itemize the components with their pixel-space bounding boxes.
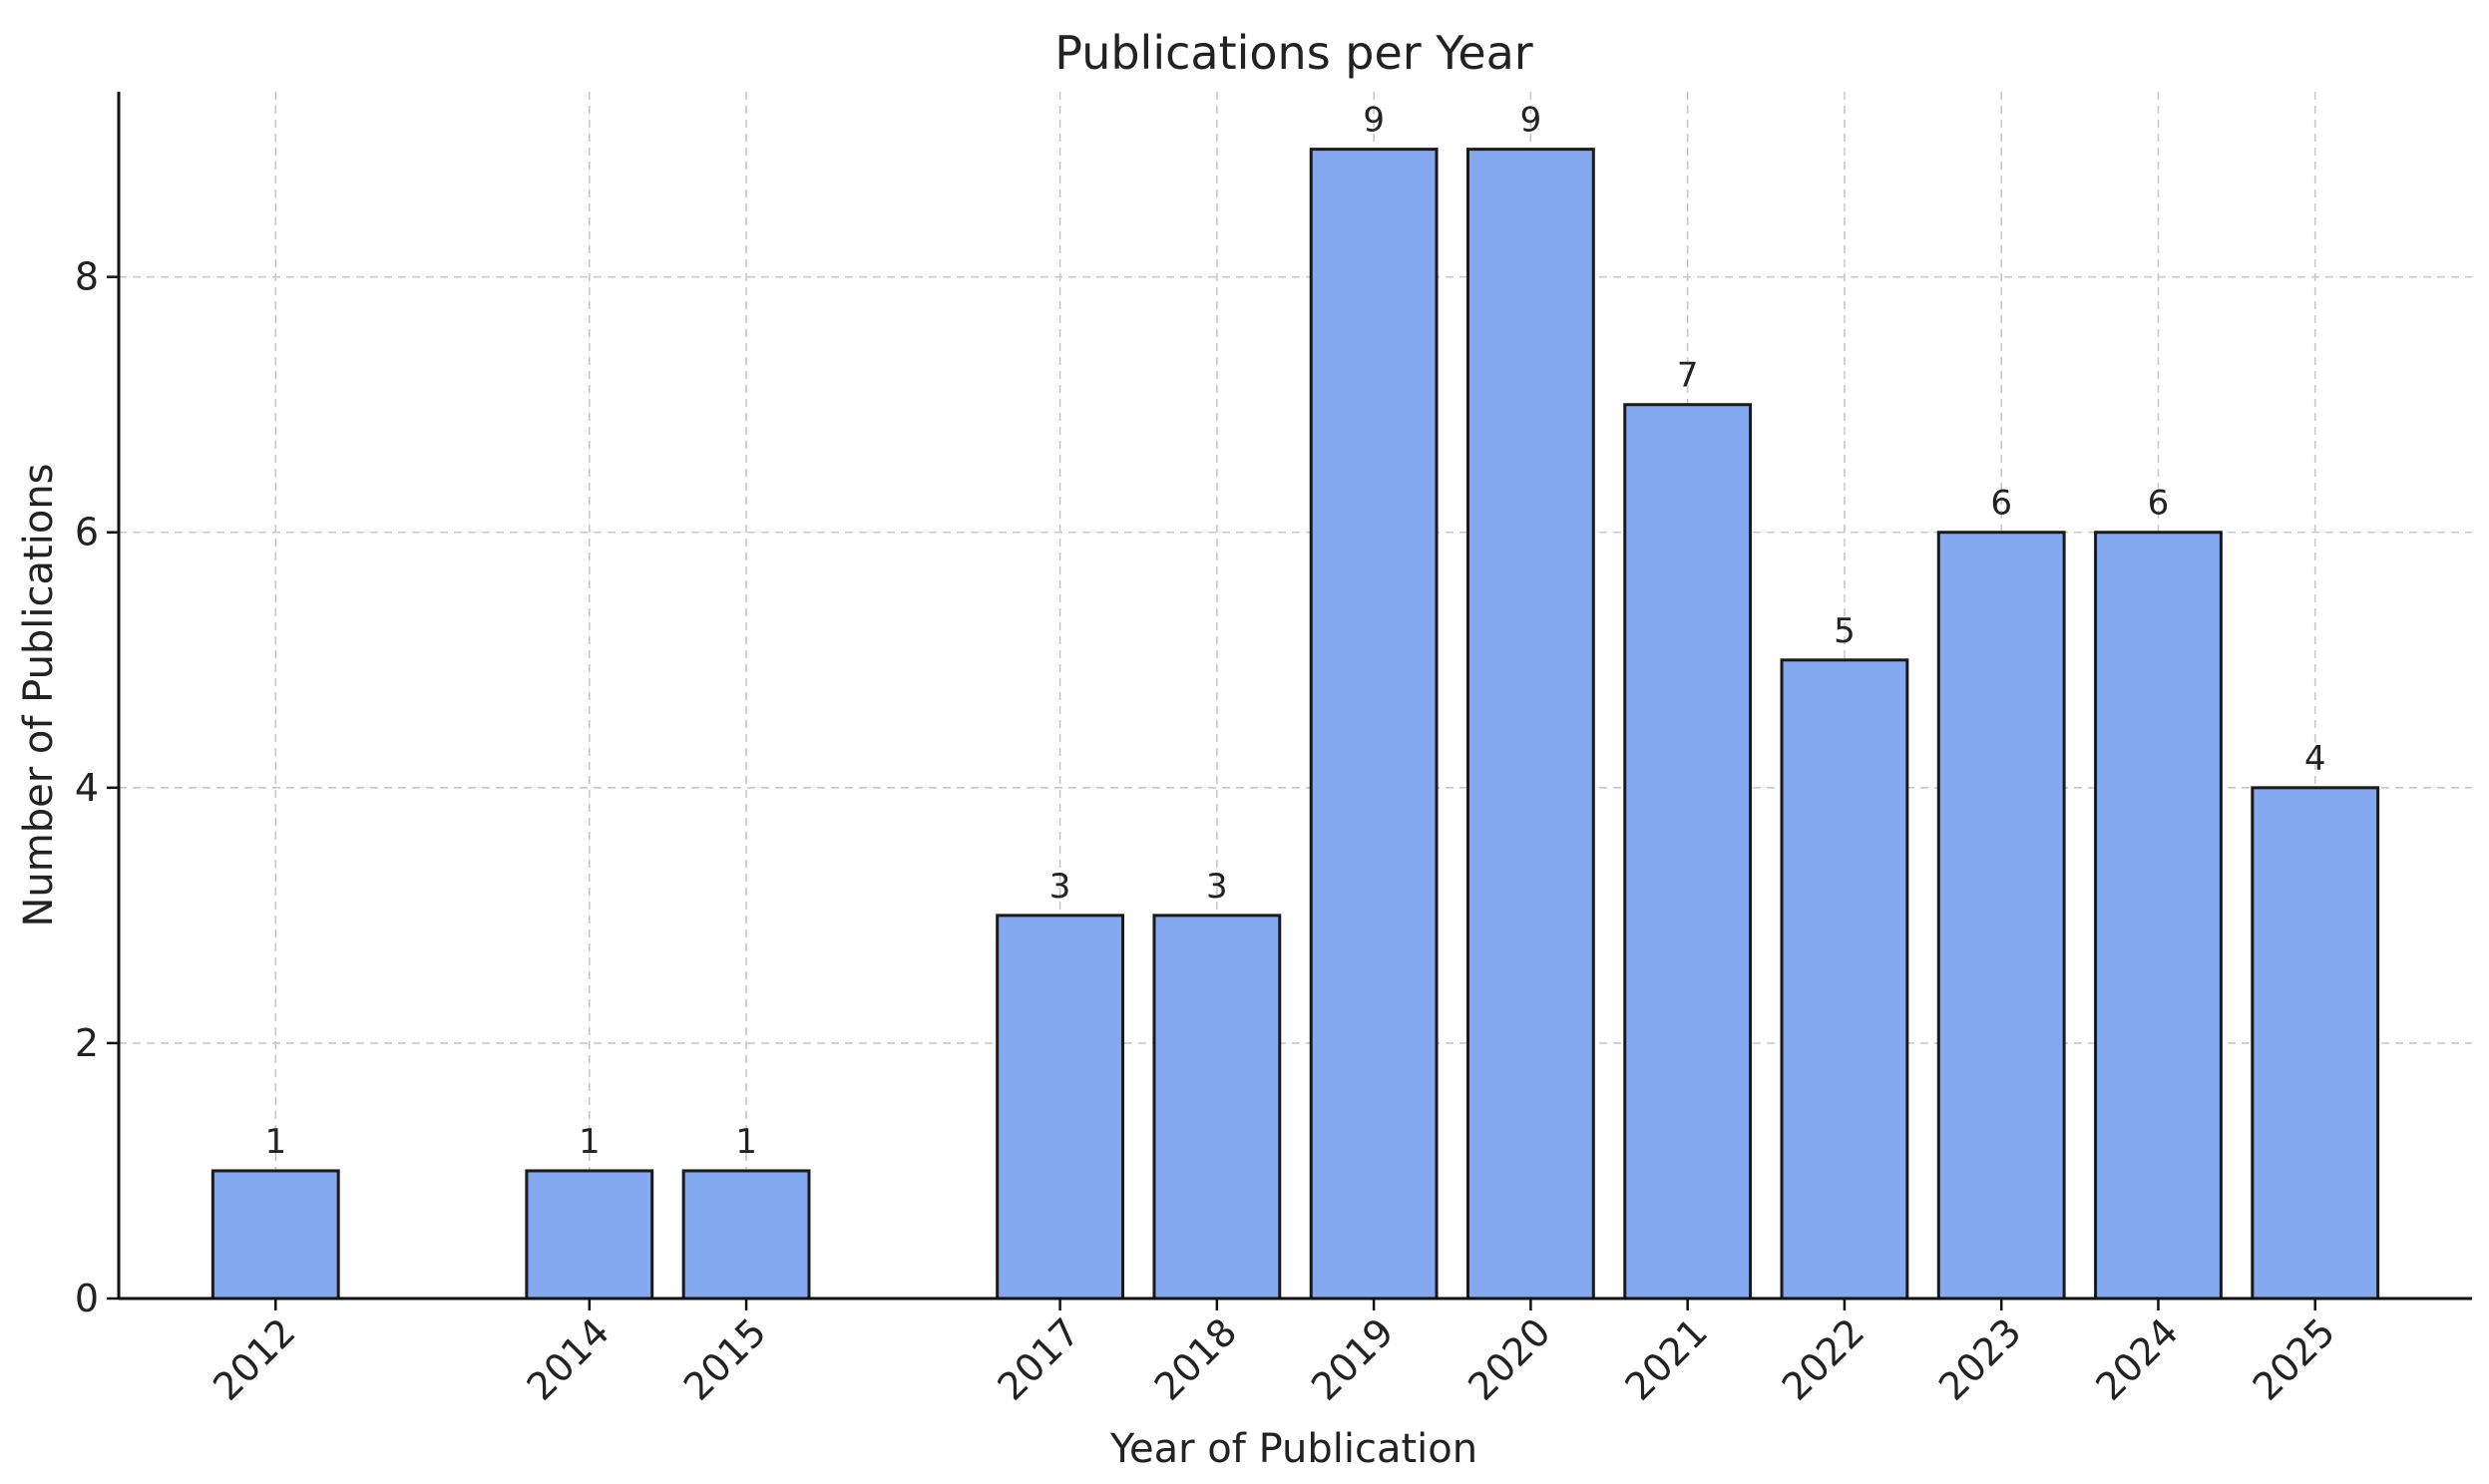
chart-title: Publications per Year xyxy=(1054,26,1533,80)
bar-2020 xyxy=(1465,148,1595,1300)
data-label: 9 xyxy=(1520,101,1542,141)
x-tick-label: 2017 xyxy=(989,1309,1088,1409)
data-label: 4 xyxy=(2304,739,2326,779)
bar-2014 xyxy=(525,1169,654,1300)
data-label: 1 xyxy=(264,1122,286,1162)
y-tick-label: 8 xyxy=(75,255,99,299)
data-label: 6 xyxy=(1990,484,2012,524)
x-tick-label: 2023 xyxy=(1930,1309,2030,1409)
bar-2023 xyxy=(1936,531,2066,1300)
y-tick-label: 6 xyxy=(75,511,99,555)
data-label: 1 xyxy=(735,1122,757,1162)
x-tick-label: 2024 xyxy=(2087,1309,2187,1409)
x-tick-label: 2014 xyxy=(519,1309,619,1409)
x-axis-label: Year of Publication xyxy=(1109,1426,1477,1472)
data-label: 9 xyxy=(1363,101,1385,141)
bar-2022 xyxy=(1780,658,1909,1300)
bar-2015 xyxy=(681,1169,811,1300)
x-tick-label: 2012 xyxy=(205,1309,304,1409)
data-labels: 1 1 1 3 3 9 9 7 5 6 6 4 xyxy=(264,101,2325,1162)
y-tick-label: 0 xyxy=(75,1277,99,1320)
data-label: 7 xyxy=(1677,356,1699,396)
data-label: 1 xyxy=(579,1122,601,1162)
data-label: 5 xyxy=(1834,611,1856,651)
bar-2024 xyxy=(2094,531,2223,1300)
bar-2018 xyxy=(1152,914,1282,1300)
x-tick-label: 2018 xyxy=(1146,1309,1246,1409)
bar-2025 xyxy=(2251,786,2380,1300)
axes xyxy=(117,92,2472,1300)
data-label: 6 xyxy=(2148,484,2170,524)
y-tick-label: 2 xyxy=(75,1021,99,1065)
x-tick-label: 2025 xyxy=(2245,1309,2344,1409)
y-tick-label: 4 xyxy=(75,766,99,810)
x-tick-label: 2020 xyxy=(1459,1309,1559,1409)
y-axis-label: Number of Publications xyxy=(16,463,62,927)
data-label: 3 xyxy=(1206,867,1228,907)
bar-2019 xyxy=(1309,148,1439,1300)
data-label: 3 xyxy=(1049,867,1071,907)
bar-2012 xyxy=(210,1169,340,1300)
bar-2017 xyxy=(996,914,1125,1300)
bars xyxy=(210,148,2380,1300)
x-tick-label: 2021 xyxy=(1617,1309,1717,1409)
x-tick-label: 2019 xyxy=(1303,1309,1403,1409)
bar-2021 xyxy=(1623,403,1753,1300)
x-tick-label: 2015 xyxy=(675,1309,775,1409)
x-tick-label: 2022 xyxy=(1774,1309,1873,1409)
